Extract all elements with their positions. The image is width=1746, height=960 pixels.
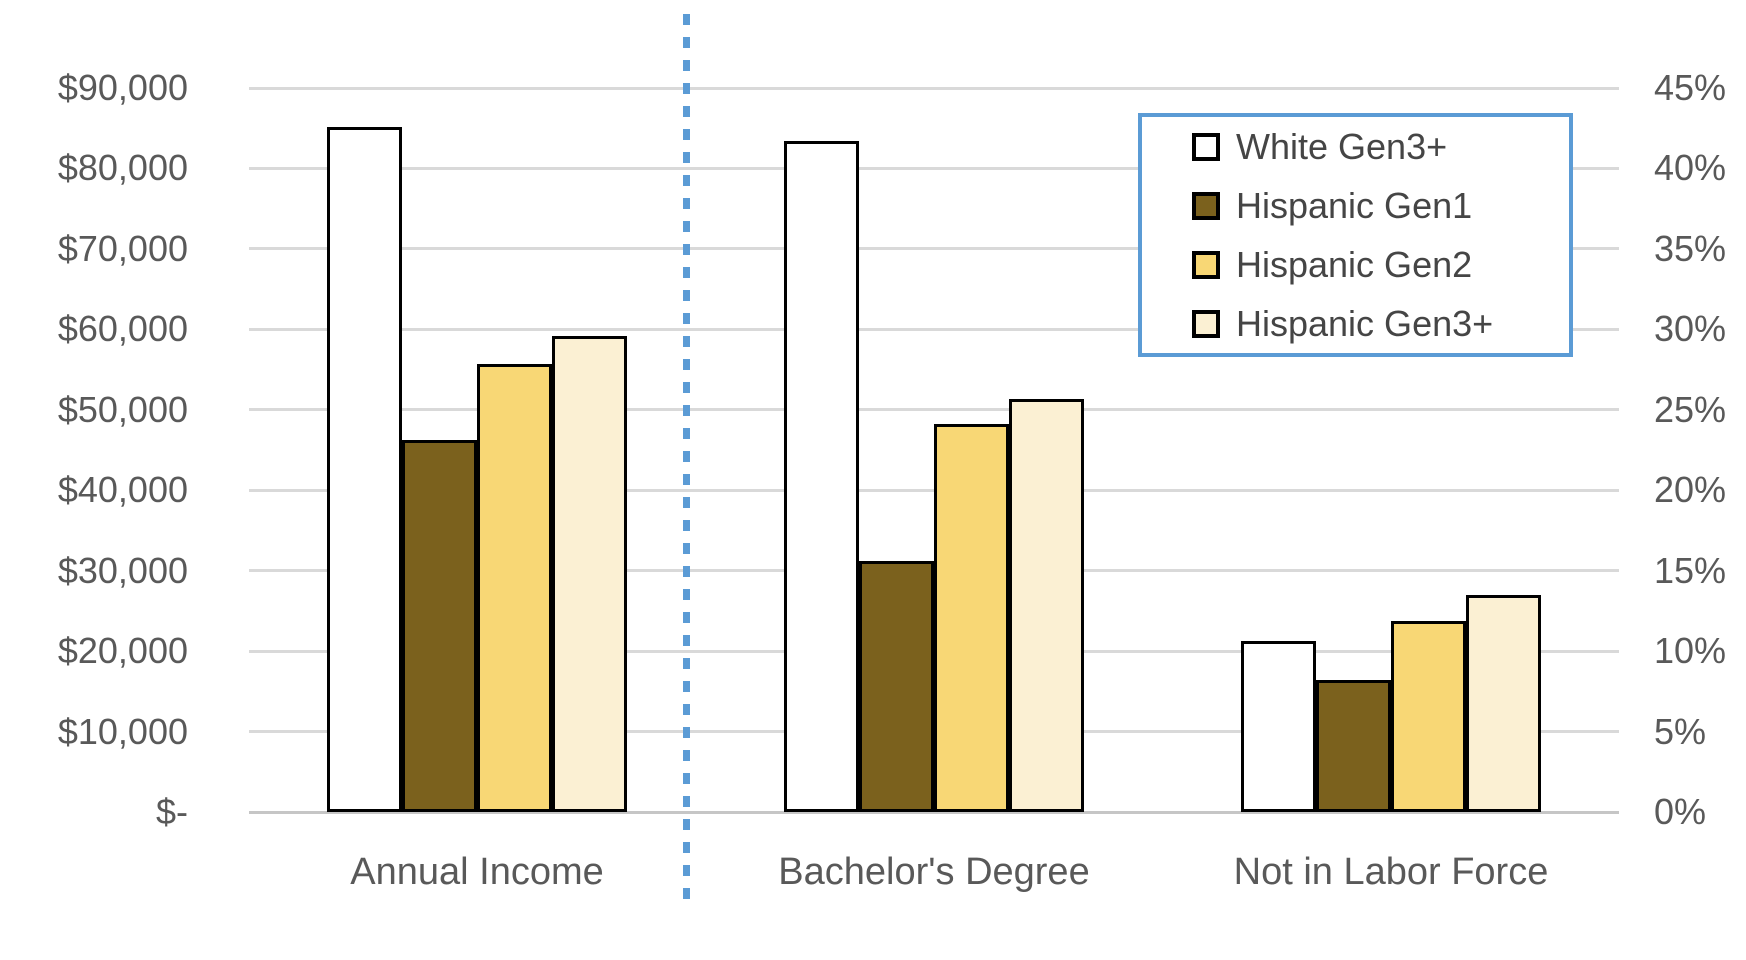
right-axis-tick: 15%	[1654, 549, 1727, 591]
bar-hispanic-gen3--annual-income	[552, 336, 627, 812]
bar-white-gen3--bachelor-s-degree	[784, 141, 859, 812]
bar-hispanic-gen1-not-in-labor-force	[1316, 680, 1391, 812]
category-label: Bachelor's Degree	[778, 851, 1090, 893]
right-axis-tick: 30%	[1654, 308, 1727, 350]
right-axis-tick: 45%	[1654, 67, 1727, 108]
category-label: Not in Labor Force	[1233, 851, 1549, 893]
left-axis-tick: $-	[155, 791, 188, 832]
gridline	[249, 810, 1619, 814]
right-axis-tick: 5%	[1654, 710, 1707, 752]
left-axis-tick: $40,000	[57, 469, 188, 511]
gridline	[249, 327, 1619, 331]
legend-swatch-icon	[1192, 250, 1220, 279]
bar-white-gen3--annual-income	[327, 127, 402, 812]
left-axis-tick: $90,000	[57, 67, 188, 108]
right-axis-tick: 0%	[1654, 791, 1707, 832]
bar-hispanic-gen2-bachelor-s-degree	[934, 424, 1009, 812]
left-axis-tick: $80,000	[57, 147, 188, 189]
right-axis-tick: 10%	[1654, 630, 1727, 672]
legend-label: Hispanic Gen1	[1236, 184, 1473, 226]
gridline	[249, 86, 1619, 90]
legend-row: White Gen3+	[1142, 117, 1569, 176]
bar-hispanic-gen1-annual-income	[402, 440, 477, 812]
gridline	[249, 166, 1619, 170]
left-axis-tick: $50,000	[57, 388, 188, 430]
bar-hispanic-gen2-not-in-labor-force	[1391, 621, 1466, 812]
gridline	[249, 247, 1619, 251]
bar-hispanic-gen1-bachelor-s-degree	[859, 561, 934, 812]
legend-row: Hispanic Gen3+	[1142, 294, 1569, 353]
legend-swatch-icon	[1192, 191, 1220, 220]
bar-hispanic-gen2-annual-income	[477, 364, 552, 812]
category-label: Annual Income	[350, 851, 604, 893]
bar-white-gen3--not-in-labor-force	[1241, 641, 1316, 812]
right-axis-tick: 35%	[1654, 227, 1727, 269]
left-axis-tick: $10,000	[57, 710, 188, 752]
right-axis-tick: 20%	[1654, 469, 1727, 511]
left-axis-tick: $20,000	[57, 630, 188, 672]
legend-row: Hispanic Gen1	[1142, 176, 1569, 235]
legend-row: Hispanic Gen2	[1142, 235, 1569, 294]
legend-swatch-icon	[1192, 309, 1220, 338]
legend-label: Hispanic Gen2	[1236, 243, 1473, 285]
legend-label: Hispanic Gen3+	[1236, 302, 1494, 344]
legend-label: White Gen3+	[1236, 125, 1448, 167]
bar-hispanic-gen3--not-in-labor-force	[1466, 595, 1541, 812]
plot-area	[249, 88, 1619, 812]
left-axis-tick: $30,000	[57, 549, 188, 591]
left-axis-tick: $70,000	[57, 227, 188, 269]
category-separator-dotted-line	[683, 14, 690, 908]
gridline	[249, 408, 1619, 412]
legend-swatch-icon	[1192, 132, 1220, 161]
bar-hispanic-gen3--bachelor-s-degree	[1009, 399, 1084, 812]
left-axis-tick: $60,000	[57, 308, 188, 350]
right-axis-tick: 40%	[1654, 147, 1727, 189]
legend: White Gen3+ Hispanic Gen1 Hispanic Gen2 His…	[1138, 113, 1573, 357]
right-axis-tick: 25%	[1654, 388, 1727, 430]
